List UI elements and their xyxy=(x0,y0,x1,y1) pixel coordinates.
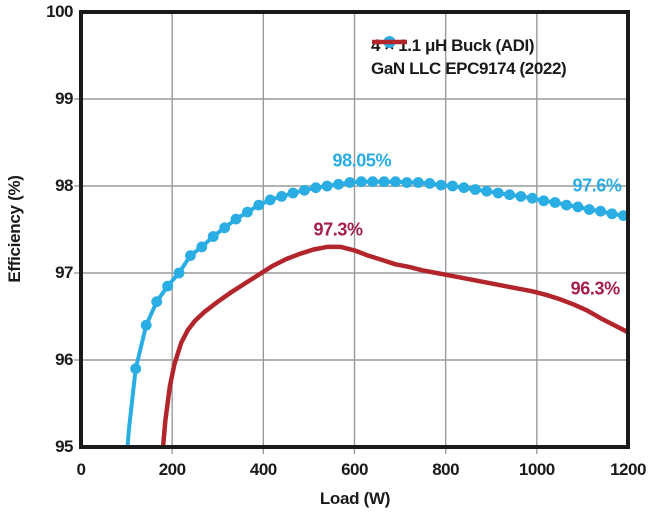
data-point-marker xyxy=(344,177,356,188)
data-point-marker xyxy=(310,182,322,194)
x-tick-label: 200 xyxy=(158,460,186,479)
data-point-marker xyxy=(435,179,447,191)
data-point-marker xyxy=(299,184,310,196)
data-point-marker xyxy=(130,363,142,375)
series-line xyxy=(160,244,628,447)
data-point-marker xyxy=(595,205,606,217)
data-point-marker xyxy=(333,178,344,190)
data-point-marker xyxy=(151,296,163,308)
data-point-marker xyxy=(458,182,470,194)
data-point-marker xyxy=(173,267,185,279)
x-tick-label: 1200 xyxy=(610,460,646,479)
data-point-marker xyxy=(424,178,436,189)
plot-frame xyxy=(79,10,630,449)
data-point-marker xyxy=(242,206,253,218)
data-point-marker xyxy=(504,189,515,201)
annotation-buck-end: 97.6% xyxy=(572,175,622,196)
data-point-marker xyxy=(618,210,628,221)
y-tick-label: 100 xyxy=(46,2,73,21)
annotation-buck-peak: 98.05% xyxy=(332,150,392,171)
x-tick-label: 400 xyxy=(249,460,277,479)
data-point-marker xyxy=(140,319,152,331)
data-point-marker xyxy=(219,222,231,234)
data-point-marker xyxy=(481,185,493,197)
data-point-marker xyxy=(230,213,242,225)
data-point-marker xyxy=(390,176,401,188)
data-point-marker xyxy=(412,177,424,188)
data-point-marker xyxy=(572,201,584,213)
x-tick-label: 800 xyxy=(432,460,460,479)
y-tick-label: 96 xyxy=(55,350,73,369)
x-tick-label: 0 xyxy=(76,460,86,479)
x-tick-label: 600 xyxy=(341,460,368,479)
series-line xyxy=(125,179,626,447)
data-point-marker xyxy=(276,191,287,202)
annotation-llc-end: 96.3% xyxy=(570,278,620,299)
data-point-marker xyxy=(549,197,561,208)
data-point-marker xyxy=(162,280,174,292)
data-point-marker xyxy=(538,195,550,207)
llc-line-icon xyxy=(372,39,407,45)
x-tick-label: 1000 xyxy=(518,460,555,479)
data-point-marker xyxy=(526,192,538,204)
x-axis-title: Load (W) xyxy=(319,489,391,508)
data-point-marker xyxy=(264,194,276,206)
data-point-marker xyxy=(583,204,595,215)
legend-label-llc: GaN LLC EPC9174 (2022) xyxy=(371,58,567,78)
data-point-marker xyxy=(606,208,618,220)
data-point-marker xyxy=(378,176,390,188)
data-point-marker xyxy=(492,187,504,199)
data-point-marker xyxy=(196,241,208,253)
data-point-marker xyxy=(447,180,458,192)
legend-label-buck: 4 × 1.1 μH Buck (ADI) xyxy=(371,35,535,55)
y-tick-label: 95 xyxy=(55,437,73,456)
data-point-marker xyxy=(355,176,367,188)
y-tick-label: 98 xyxy=(55,176,73,195)
y-tick-label: 97 xyxy=(55,263,73,282)
legend: 4 × 1.1 μH Buck (ADI) GaN LLC EPC9174 (2… xyxy=(371,35,567,79)
data-point-marker xyxy=(185,250,196,261)
data-point-marker xyxy=(321,180,333,192)
data-point-marker xyxy=(469,184,481,195)
data-point-marker xyxy=(367,176,379,188)
y-tick-label: 99 xyxy=(55,89,73,108)
data-point-marker xyxy=(207,231,219,242)
legend-item-llc: GaN LLC EPC9174 (2022) xyxy=(371,39,567,79)
data-point-marker xyxy=(401,177,413,188)
data-point-marker xyxy=(287,187,299,199)
y-axis-title: Efficiency (%) xyxy=(5,175,24,283)
data-point-marker xyxy=(561,199,572,211)
data-point-marker xyxy=(253,199,265,211)
data-point-marker xyxy=(515,191,527,202)
annotation-llc-peak: 97.3% xyxy=(313,219,363,240)
